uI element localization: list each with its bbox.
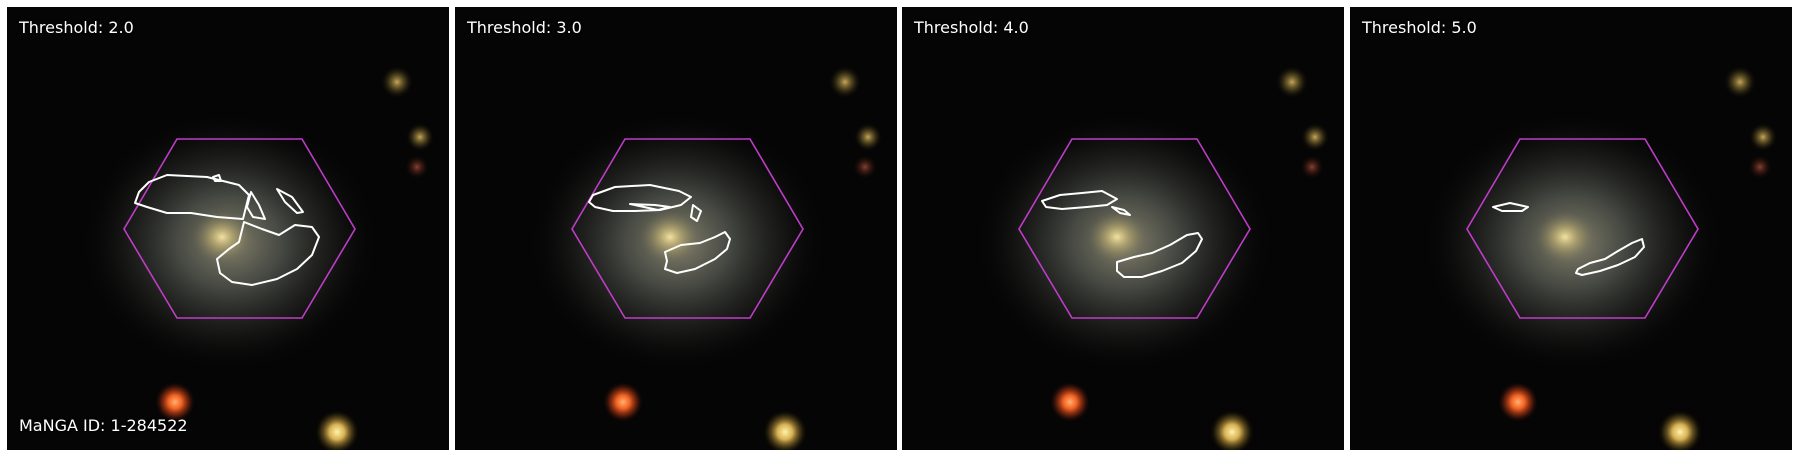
hexagon-footprint bbox=[1018, 138, 1251, 319]
contour-lines bbox=[588, 184, 731, 274]
hexagon-footprint bbox=[1466, 138, 1699, 319]
galaxy-image bbox=[455, 7, 897, 450]
threshold-label: Threshold: 2.0 bbox=[19, 18, 134, 37]
threshold-panel-strip: Threshold: 2.0 MaNGA ID: 1-284522 Thresh… bbox=[7, 7, 1793, 450]
galaxy-panel-threshold-5: Threshold: 5.0 bbox=[1350, 7, 1792, 450]
galaxy-image bbox=[7, 7, 449, 450]
manga-id-label: MaNGA ID: 1-284522 bbox=[19, 416, 188, 435]
threshold-label: Threshold: 5.0 bbox=[1362, 18, 1477, 37]
hexagon-footprint bbox=[571, 138, 804, 319]
galaxy-panel-threshold-4: Threshold: 4.0 bbox=[902, 7, 1344, 450]
contour-lines bbox=[134, 174, 320, 286]
contour-lines bbox=[1492, 202, 1645, 276]
galaxy-image bbox=[902, 7, 1344, 450]
galaxy-image bbox=[1350, 7, 1792, 450]
galaxy-panel-threshold-3: Threshold: 3.0 bbox=[455, 7, 897, 450]
galaxy-panel-threshold-2: Threshold: 2.0 MaNGA ID: 1-284522 bbox=[7, 7, 449, 450]
threshold-label: Threshold: 3.0 bbox=[467, 18, 582, 37]
threshold-label: Threshold: 4.0 bbox=[914, 18, 1029, 37]
contour-lines bbox=[1041, 190, 1203, 278]
hexagon-footprint bbox=[123, 138, 356, 319]
